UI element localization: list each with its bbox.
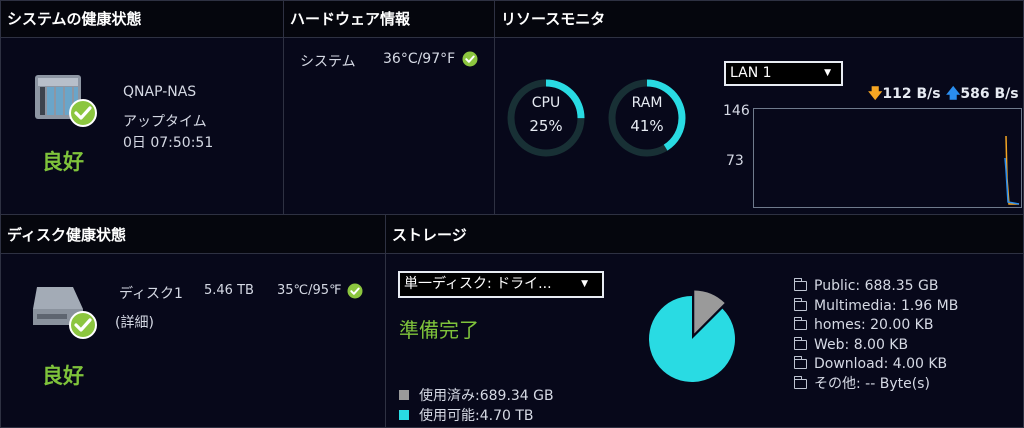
storage-panel: ストレージ 単一ディスク: ドライ... ▼ 準備完了 使用済み:689.34 …: [385, 214, 1024, 428]
folder-item: その他: -- Byte(s): [794, 375, 958, 395]
chart-y-mid: 73: [726, 153, 744, 169]
folder-icon: [794, 336, 807, 350]
disk-health-title: ディスク健康状態: [1, 215, 385, 254]
free-legend: 使用可能:4.70 TB: [399, 405, 534, 425]
used-legend-swatch: [399, 390, 409, 400]
system-health-title: システムの健康状態: [1, 1, 283, 38]
hardware-panel: ハードウェア情報 システム 36°C/97°F: [283, 0, 495, 215]
disk-size: 5.46 TB: [204, 283, 254, 298]
system-temp-label: システム: [300, 54, 356, 70]
storage-title: ストレージ: [386, 215, 1023, 254]
folder-icon: [794, 297, 807, 311]
disk-details-link[interactable]: (詳細): [115, 315, 154, 331]
free-legend-swatch: [399, 410, 409, 420]
storage-pie-chart: [648, 281, 744, 383]
disk-name: ディスク1: [119, 286, 183, 302]
chevron-down-icon: ▼: [824, 68, 831, 78]
uptime-label: アップタイム: [123, 114, 207, 130]
network-select[interactable]: LAN 1 ▼: [724, 61, 843, 86]
ram-gauge: RAM 41%: [607, 78, 687, 158]
disk-status: 良好: [42, 364, 84, 388]
upload-arrow-icon: 🡅: [946, 86, 961, 102]
folder-icon: [794, 317, 807, 331]
chart-y-max: 146: [723, 103, 750, 119]
ram-value: 41%: [630, 117, 664, 135]
download-arrow-icon: 🡇: [868, 86, 883, 102]
pie-slice-used: [694, 290, 725, 334]
resource-monitor-panel: リソースモニタ CPU 25% RAM 41% LAN 1 ▼ 🡇112 B/s…: [494, 0, 1024, 215]
hdd-icon: [29, 281, 101, 341]
chevron-down-icon: ▼: [581, 279, 588, 289]
disk-health-panel: ディスク健康状態 良好 ディスク1 5.46 TB 35℃/95℉ (詳細): [0, 214, 386, 428]
disk-temp: 35℃/95℉: [277, 283, 342, 298]
upload-series-line: [1004, 157, 1020, 205]
device-name: QNAP-NAS: [123, 84, 197, 100]
download-rate: 🡇112 B/s: [868, 86, 941, 102]
system-status: 良好: [42, 150, 84, 174]
folder-list: Public: 688.35 GB Multimedia: 1.96 MB ho…: [794, 277, 958, 395]
folder-item: homes: 20.00 KB: [794, 316, 958, 336]
cpu-gauge: CPU 25%: [506, 78, 586, 158]
ram-label: RAM: [631, 95, 663, 111]
resource-monitor-title: リソースモニタ: [495, 1, 1023, 38]
system-health-panel: システムの健康状態 良好 QNAP-NAS アップタイム 0日 07:50:51: [0, 0, 284, 215]
folder-item: Download: 4.00 KB: [794, 355, 958, 375]
folder-item: Multimedia: 1.96 MB: [794, 297, 958, 317]
network-select-value: LAN 1: [730, 65, 772, 81]
system-temp-value: 36°C/97°F: [383, 51, 456, 67]
folder-icon: [794, 356, 807, 370]
check-icon: [347, 283, 363, 303]
folder-item: Web: 8.00 KB: [794, 336, 958, 356]
storage-status: 準備完了: [399, 318, 479, 342]
cpu-label: CPU: [531, 95, 561, 111]
pie-slice-free: [649, 296, 735, 382]
folder-icon: [794, 375, 807, 389]
volume-select[interactable]: 単一ディスク: ドライ... ▼: [398, 271, 604, 298]
folder-item: Public: 688.35 GB: [794, 277, 958, 297]
hardware-title: ハードウェア情報: [284, 1, 494, 38]
network-chart: [753, 108, 1023, 208]
upload-rate: 🡅586 B/s: [946, 86, 1019, 102]
cpu-value: 25%: [529, 117, 563, 135]
uptime-value: 0日 07:50:51: [123, 135, 214, 151]
check-icon: [462, 51, 478, 71]
folder-icon: [794, 278, 807, 291]
volume-select-value: 単一ディスク: ドライ...: [404, 276, 552, 292]
used-legend: 使用済み:689.34 GB: [399, 385, 554, 405]
nas-icon: [33, 67, 99, 129]
